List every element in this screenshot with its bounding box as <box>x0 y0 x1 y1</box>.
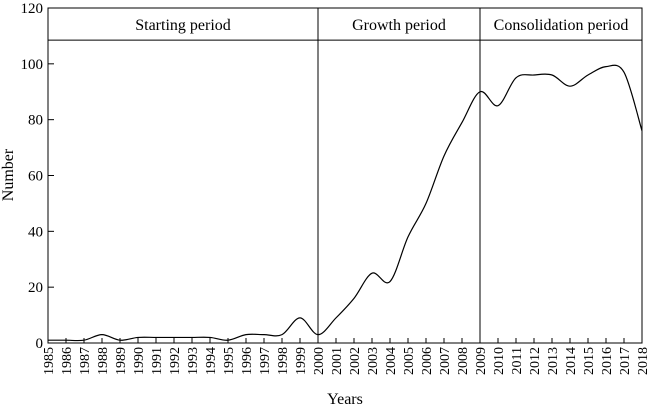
x-tick-label: 2008 <box>456 347 471 375</box>
x-tick-label: 1987 <box>78 347 93 375</box>
y-axis-ticks: 0 20 40 60 80 100 120 <box>21 1 54 352</box>
series-line <box>47 64 643 342</box>
y-tick-label: 0 <box>36 336 44 352</box>
x-tick-label: 2017 <box>618 347 633 375</box>
x-tick-label: 1985 <box>42 347 57 375</box>
x-tick-label: 2013 <box>546 347 561 375</box>
x-axis-ticks: 1985 1986 1987 1988 1989 1990 1991 1992 1993 1994… <box>42 338 650 375</box>
x-tick-label: 1992 <box>168 347 183 375</box>
x-tick-label: 2002 <box>348 347 363 375</box>
period-label: Consolidation period <box>494 17 629 34</box>
x-tick-label: 2000 <box>312 347 327 375</box>
x-tick-label: 1995 <box>222 347 237 375</box>
x-tick-label: 2011 <box>510 347 525 374</box>
x-tick-label: 2012 <box>528 347 543 375</box>
y-tick-label: 60 <box>28 169 43 185</box>
period-label: Starting period <box>135 17 231 34</box>
y-tick-label: 100 <box>21 57 44 73</box>
x-tick-label: 1996 <box>240 347 255 375</box>
x-tick-label: 2009 <box>474 347 489 375</box>
x-axis-title: Years <box>327 391 363 408</box>
x-tick-label: 2003 <box>366 347 381 375</box>
x-tick-label: 2004 <box>384 347 399 375</box>
x-tick-label: 2001 <box>330 347 345 375</box>
x-tick-label: 2007 <box>438 347 453 375</box>
x-tick-label: 1994 <box>204 347 219 375</box>
y-tick-label: 20 <box>28 280 43 296</box>
x-tick-label: 2015 <box>582 347 597 375</box>
x-tick-label: 1997 <box>258 347 273 375</box>
x-tick-label: 1989 <box>114 347 129 375</box>
period-label: Growth period <box>352 17 446 34</box>
x-tick-label: 2016 <box>600 347 615 375</box>
x-tick-label: 2006 <box>420 347 435 375</box>
y-axis-title: Number <box>0 148 17 201</box>
x-tick-label: 1999 <box>294 347 309 375</box>
y-tick-label: 80 <box>28 113 43 129</box>
period-regions: Starting period Growth period Consolidatio… <box>48 8 642 343</box>
x-tick-label: 1988 <box>96 347 111 375</box>
y-tick-label: 40 <box>28 224 43 240</box>
x-tick-label: 1990 <box>132 347 147 375</box>
x-tick-label: 1998 <box>276 347 291 375</box>
x-tick-label: 2014 <box>564 347 579 375</box>
y-tick-label: 120 <box>21 1 44 17</box>
x-tick-label: 1991 <box>150 347 165 375</box>
x-tick-label: 2005 <box>402 347 417 375</box>
x-tick-label: 1993 <box>186 347 201 375</box>
plot-frame <box>47 7 643 344</box>
x-tick-label: 2018 <box>636 347 650 375</box>
x-tick-label: 1986 <box>60 347 75 375</box>
x-tick-label: 2010 <box>492 347 507 375</box>
